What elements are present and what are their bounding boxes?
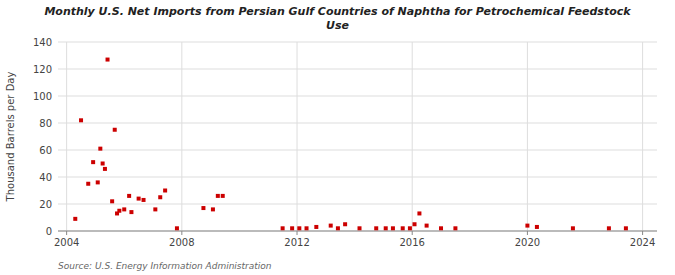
y-tick-label: 60 — [39, 145, 52, 156]
point — [101, 162, 105, 166]
point — [129, 210, 133, 214]
point — [163, 189, 167, 193]
point — [201, 206, 205, 210]
chart: Monthly U.S. Net Imports from Persian Gu… — [0, 0, 675, 275]
point — [408, 226, 412, 230]
point — [110, 199, 114, 203]
x-tick-label: 2024 — [630, 237, 655, 248]
point — [96, 180, 100, 184]
y-tick-label: 120 — [33, 64, 52, 75]
y-tick-label: 20 — [39, 199, 52, 210]
point — [453, 226, 457, 230]
point — [290, 226, 294, 230]
points — [73, 58, 628, 231]
x-tick-label: 2012 — [284, 237, 309, 248]
point — [221, 194, 225, 198]
y-grid-line — [58, 204, 657, 205]
y-tick-label: 100 — [33, 91, 52, 102]
point — [98, 147, 102, 151]
point — [535, 225, 539, 229]
x-tick — [66, 231, 67, 235]
point — [113, 128, 117, 132]
point — [175, 226, 179, 230]
x-axis-line — [58, 231, 657, 232]
x-tick-label: 2016 — [399, 237, 424, 248]
x-grid-line — [297, 42, 298, 231]
point — [297, 226, 301, 230]
grid — [58, 42, 657, 231]
point — [417, 211, 421, 215]
source-note: Source: U.S. Energy Information Administ… — [58, 261, 272, 271]
x-tick — [642, 231, 643, 235]
point — [211, 207, 215, 211]
point — [127, 194, 131, 198]
y-tick-label: 40 — [39, 172, 52, 183]
point — [137, 197, 141, 201]
x-tick — [181, 231, 182, 235]
x-grid-line — [181, 42, 182, 231]
x-tick — [527, 231, 528, 235]
point — [117, 209, 121, 213]
title: Monthly U.S. Net Imports from Persian Gu… — [44, 5, 631, 32]
x-grid-line — [412, 42, 413, 231]
point — [216, 194, 220, 198]
x-tick-label: 2008 — [169, 237, 194, 248]
point — [153, 207, 157, 211]
point — [142, 198, 146, 202]
x-tick-label: 2004 — [54, 237, 79, 248]
point — [358, 226, 362, 230]
point — [305, 226, 309, 230]
y-grid-line — [58, 231, 657, 232]
point — [103, 167, 107, 171]
title-line: Monthly U.S. Net Imports from Persian Gu… — [44, 5, 631, 18]
x-tick-label: 2020 — [515, 237, 540, 248]
point — [571, 226, 575, 230]
point — [624, 226, 628, 230]
y-tick-label: 140 — [33, 37, 52, 48]
point — [343, 222, 347, 226]
y-grid-line — [58, 42, 657, 43]
point — [413, 222, 417, 226]
point — [91, 160, 95, 164]
point — [391, 226, 395, 230]
x-grid-line — [642, 42, 643, 231]
point — [374, 226, 378, 230]
point — [439, 226, 443, 230]
point — [425, 224, 429, 228]
point — [336, 226, 340, 230]
y-grid-line — [58, 96, 657, 97]
point — [122, 207, 126, 211]
point — [86, 182, 90, 186]
x-grid-line — [66, 42, 67, 231]
y-grid-line — [58, 123, 657, 124]
point — [607, 226, 611, 230]
x-tick — [412, 231, 413, 235]
point — [525, 224, 529, 228]
y-grid-line — [58, 150, 657, 151]
point — [73, 217, 77, 221]
point — [79, 118, 83, 122]
y-axis-label: Thousand Barrels per Day — [5, 72, 16, 203]
point — [401, 226, 405, 230]
y-tick-label: 0 — [46, 226, 52, 237]
point — [314, 225, 318, 229]
title-line: Use — [326, 19, 349, 32]
x-tick — [297, 231, 298, 235]
chart-container: Monthly U.S. Net Imports from Persian Gu… — [0, 0, 675, 275]
point — [158, 195, 162, 199]
x-grid-line — [527, 42, 528, 231]
point — [384, 226, 388, 230]
y-grid-line — [58, 177, 657, 178]
point — [329, 224, 333, 228]
point — [106, 58, 110, 62]
y-grid-line — [58, 69, 657, 70]
y-tick-label: 80 — [39, 118, 52, 129]
point — [281, 226, 285, 230]
